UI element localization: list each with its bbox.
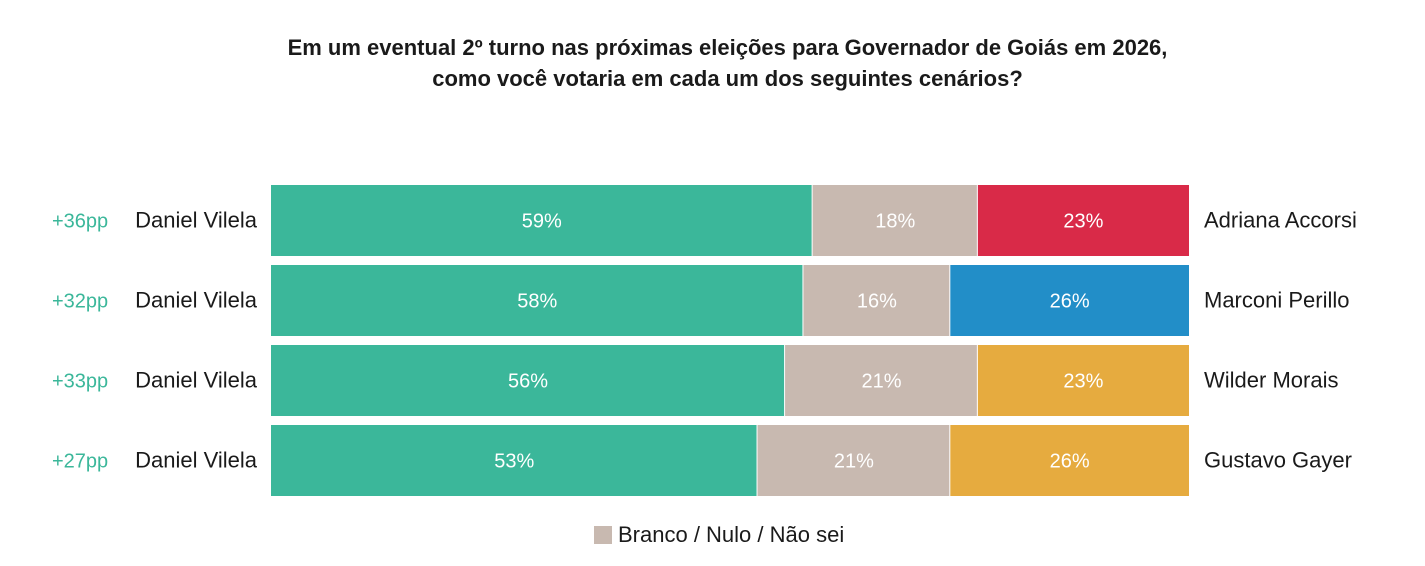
bar-value-label: 26% — [1050, 291, 1090, 313]
bar-segment-vilela — [271, 265, 803, 336]
bar-segment-blank — [757, 425, 950, 496]
candidate-left-label: Daniel Vilela — [135, 368, 258, 393]
candidate-right-label: Wilder Morais — [1204, 368, 1338, 393]
bar-value-label: 18% — [875, 211, 915, 233]
bar-value-label: 58% — [517, 291, 557, 313]
lead-margin-label: +36pp — [52, 211, 108, 233]
chart-title: Em um eventual 2º turno nas próximas ele… — [0, 32, 1425, 94]
bar-value-label: 23% — [1063, 211, 1103, 233]
lead-margin-label: +33pp — [52, 371, 108, 393]
chart-title-line-2: como você votaria em cada um dos seguint… — [432, 66, 1023, 91]
bar-segment-blank — [812, 185, 977, 256]
bar-segment-blank — [785, 345, 977, 416]
bar-segment-opponent — [950, 265, 1189, 336]
bar-segment-blank — [803, 265, 950, 336]
bar-segment-opponent — [977, 185, 1189, 256]
bar-segment-vilela — [271, 185, 812, 256]
candidate-right-label: Gustavo Gayer — [1204, 448, 1352, 473]
legend-swatch — [594, 526, 612, 544]
bar-segment-vilela — [271, 425, 757, 496]
legend-label: Branco / Nulo / Não sei — [618, 522, 845, 547]
candidate-right-label: Adriana Accorsi — [1204, 208, 1357, 233]
bar-value-label: 21% — [834, 451, 874, 473]
bar-value-label: 26% — [1050, 451, 1090, 473]
bar-value-label: 56% — [508, 371, 548, 393]
candidate-right-label: Marconi Perillo — [1204, 288, 1350, 313]
bar-value-label: 21% — [861, 371, 901, 393]
legend: Branco / Nulo / Não sei — [594, 522, 844, 548]
bar-segment-vilela — [271, 345, 785, 416]
bar-value-label: 53% — [494, 451, 534, 473]
bar-segment-opponent — [950, 425, 1189, 496]
candidate-left-label: Daniel Vilela — [135, 288, 258, 313]
candidate-left-label: Daniel Vilela — [135, 448, 258, 473]
bar-segment-opponent — [977, 345, 1189, 416]
lead-margin-label: +32pp — [52, 291, 108, 313]
bar-value-label: 23% — [1063, 371, 1103, 393]
bar-value-label: 16% — [857, 291, 897, 313]
candidate-left-label: Daniel Vilela — [135, 208, 258, 233]
chart-title-line-1: Em um eventual 2º turno nas próximas ele… — [287, 35, 1168, 60]
lead-margin-label: +27pp — [52, 451, 108, 473]
bar-value-label: 59% — [522, 211, 562, 233]
